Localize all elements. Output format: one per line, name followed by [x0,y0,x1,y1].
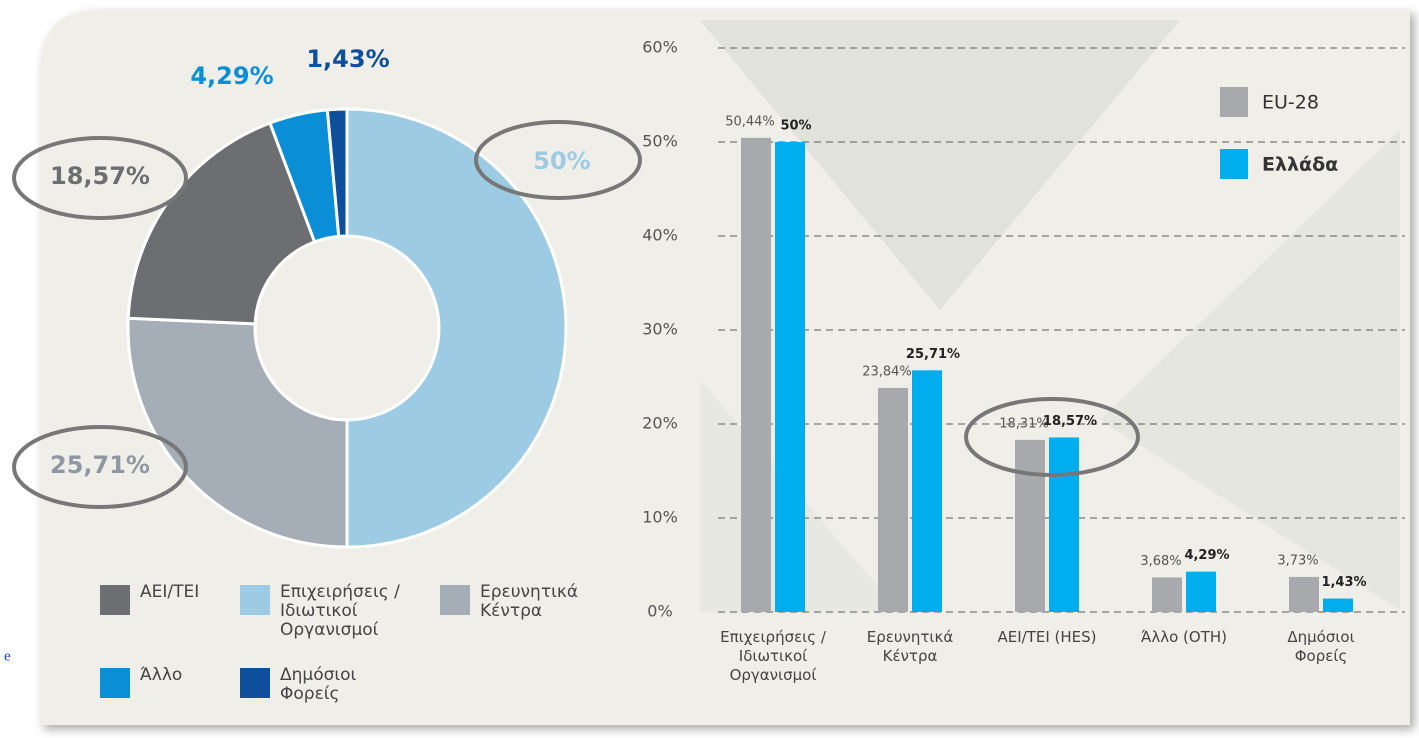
legend-label: Άλλο [140,665,183,685]
legend-label: Δημόσιοι Φορείς [280,665,357,704]
donut-slice [325,107,349,238]
bar-chart: 0% 10% 20% 30% 40% 50% 60% 50,44% 50% 23,84% 25,71… [642,38,1405,621]
decor [700,20,1180,310]
legend-swatch [1220,87,1248,117]
bar [878,387,908,612]
bar-value-label: 4,29% [1184,548,1229,563]
highlight [474,120,642,200]
legend-swatch [100,668,130,698]
donut: 50% 25,71% 18,57% 4,29% 1,43% [50,45,591,698]
bar [1152,577,1182,612]
bar-value-label: 50,44% [725,114,775,129]
legend-swatch [1220,149,1248,179]
highlight [12,425,188,509]
bar-value-label: 18,31% [999,416,1049,431]
y-tick-label: 30% [642,320,678,339]
x-tick-label: Δημόσιοι Φορείς [1287,628,1355,665]
bar-value-label: 1,43% [1321,575,1366,590]
legend-label: ΑΕΙ/ΤΕΙ [140,582,200,602]
legend-label: Επιχειρήσεις / Ιδιωτικοί Οργανισμοί [280,582,400,640]
decor [1100,130,1400,610]
legend-label: Ερευνητικά Κέντρα [480,582,579,621]
y-tick-label: 40% [642,226,678,245]
y-tick-label: 10% [642,508,678,527]
bar-value-label: 18,57% [1043,414,1097,429]
legend-swatch [240,585,270,615]
x-tick-label: Άλλο (OTH) [1140,628,1228,646]
donut-slice [345,107,568,549]
bar [1323,598,1353,612]
bar-value-label: 3,68% [1140,554,1181,569]
legend-swatch [440,585,470,615]
bar [1186,571,1216,612]
slice-label: 1,43% [306,45,389,73]
donut-slice [126,121,317,326]
x-tick-label: ΑΕΙ/ΤΕΙ (HES) [997,628,1097,646]
legend-label: EU-28 [1262,92,1319,114]
bar-value-label: 25,71% [906,347,960,362]
bar [1049,437,1079,612]
edge-text: e [4,648,11,664]
bar-value-label: 3,73% [1277,553,1318,568]
bar [1015,439,1045,612]
slice-label: 18,57% [50,162,150,190]
slice-label: 4,29% [190,62,273,90]
bar [741,137,771,612]
bar [775,142,805,612]
slice-label: 50% [533,147,590,175]
legend-label: Ελλάδα [1262,154,1338,176]
y-tick-label: 60% [642,38,678,57]
y-tick-label: 0% [647,602,672,621]
y-tick-label: 50% [642,132,678,151]
slice-label: 25,71% [50,451,150,479]
bar [912,370,942,612]
y-tick-label: 20% [642,414,678,433]
highlight [964,397,1140,477]
bar [1289,576,1319,612]
x-tick-label: Ερευνητικά Κέντρα [866,628,954,665]
bar-value-label: 23,84% [862,364,912,379]
highlight [12,136,188,220]
x-tick-label: Επιχειρήσεις / Ιδιωτικοί Οργανισμοί [720,628,826,684]
bar-value-label: 50% [780,119,811,134]
donut-slice [126,316,349,549]
legend-swatch [100,585,130,615]
legend-swatch [240,668,270,698]
